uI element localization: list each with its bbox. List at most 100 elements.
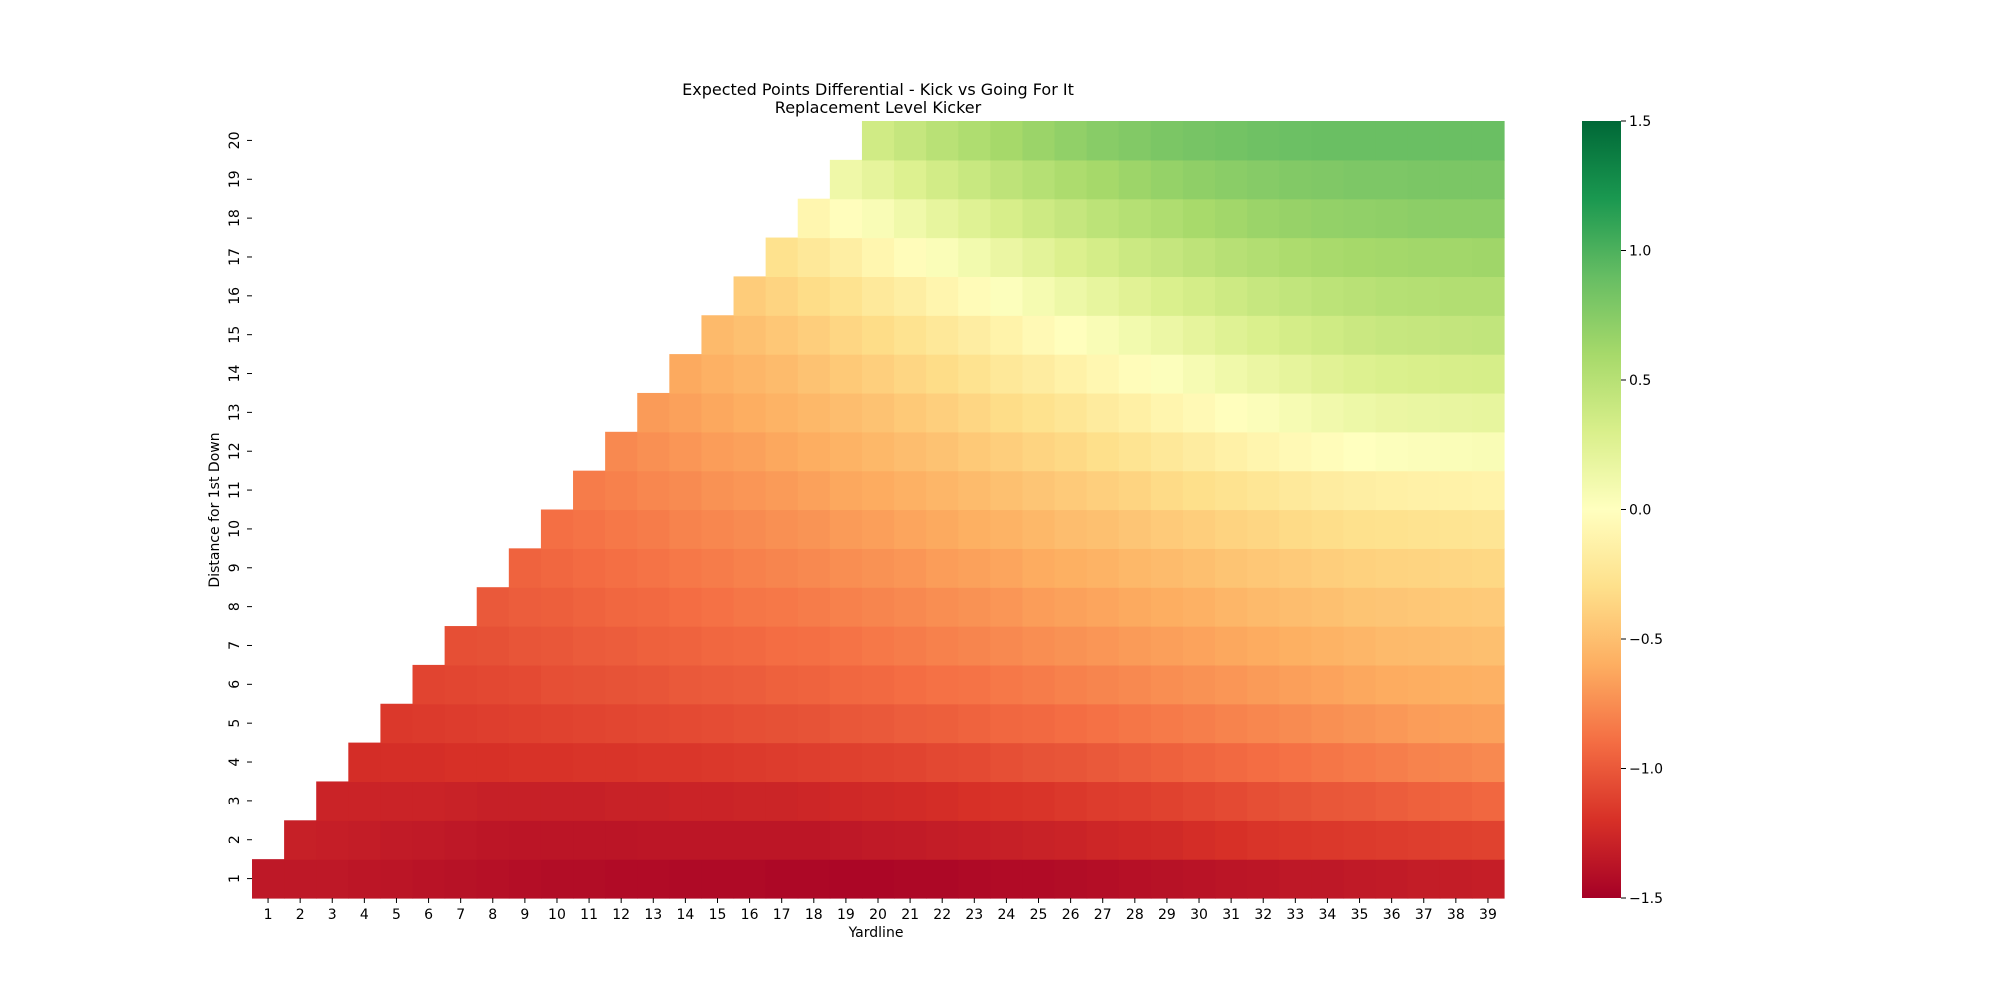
- heatmap-cell: [958, 237, 991, 277]
- heatmap-cell: [958, 664, 991, 705]
- heatmap-cell: [380, 820, 414, 860]
- heatmap-cell: [1471, 315, 1505, 355]
- heatmap-cell: [797, 664, 831, 705]
- heatmap-cell: [1215, 664, 1248, 705]
- heatmap-cell: [1311, 470, 1345, 511]
- heatmap-cell: [1279, 354, 1312, 394]
- heatmap-cell: [1182, 159, 1216, 200]
- heatmap-cell: [637, 392, 670, 433]
- heatmap-cell: [1407, 121, 1441, 161]
- heatmap-cell: [829, 859, 863, 899]
- heatmap-cell: [1054, 121, 1088, 161]
- heatmap-cell: [1054, 703, 1088, 744]
- heatmap-cell: [765, 315, 799, 355]
- heatmap-cell: [1439, 781, 1473, 821]
- heatmap-cell: [1279, 276, 1312, 316]
- heatmap-cell: [1407, 664, 1441, 705]
- heatmap-cell: [797, 431, 831, 472]
- heatmap-cell: [1247, 703, 1280, 744]
- x-tick-label: 17: [773, 907, 791, 923]
- colorbar-ticks: 1.5 1.0 0.5 0.0 −0.5 −1.0 −1.5: [1621, 114, 1663, 907]
- y-tick-label: 17: [227, 248, 243, 266]
- heatmap-cell: [1343, 859, 1377, 899]
- heatmap-cell: [701, 703, 735, 744]
- heatmap-cell: [1118, 237, 1152, 277]
- x-tick-label: 29: [1158, 907, 1176, 923]
- colorbar-tick-label: 1.5: [1629, 114, 1651, 130]
- heatmap-cell: [1086, 587, 1120, 627]
- heatmap-cell: [1407, 276, 1441, 316]
- heatmap-cell: [797, 198, 831, 239]
- y-tick-label: 11: [227, 481, 243, 499]
- heatmap-cell: [1150, 781, 1184, 821]
- heatmap-cell: [1471, 509, 1505, 549]
- heatmap-cell: [1279, 392, 1312, 433]
- heatmap-cell: [894, 626, 927, 666]
- heatmap-cell: [1247, 626, 1280, 666]
- heatmap-cell: [990, 276, 1024, 316]
- heatmap-cell: [958, 703, 991, 744]
- x-tick-label: 20: [869, 907, 887, 923]
- heatmap-cell: [1439, 859, 1473, 899]
- heatmap-cell: [894, 548, 927, 588]
- heatmap-cell: [1279, 237, 1312, 277]
- heatmap-cell: [958, 626, 991, 666]
- heatmap-cell: [1150, 742, 1184, 783]
- heatmap-cell: [1279, 703, 1312, 744]
- heatmap-cell: [508, 587, 542, 627]
- colorbar-tick-label: −1.0: [1629, 762, 1663, 778]
- heatmap-cell: [1054, 159, 1088, 200]
- heatmap-cell: [637, 509, 670, 549]
- heatmap-cell: [605, 548, 638, 588]
- heatmap-cell: [1311, 859, 1345, 899]
- x-tick-label: 33: [1286, 907, 1304, 923]
- heatmap-cell: [1471, 470, 1505, 511]
- heatmap-cell: [861, 237, 895, 277]
- heatmap-cell: [573, 820, 606, 860]
- heatmap-cell: [1182, 626, 1216, 666]
- heatmap-cell: [733, 781, 767, 821]
- heatmap-cell: [1279, 781, 1312, 821]
- heatmap-cell: [765, 548, 799, 588]
- heatmap-cell: [733, 548, 767, 588]
- heatmap-cell: [701, 587, 735, 627]
- heatmap-cell: [829, 626, 863, 666]
- heatmap-cell: [1150, 198, 1184, 239]
- heatmap-cell: [990, 354, 1024, 394]
- heatmap-cell: [605, 820, 638, 860]
- heatmap-cell: [1311, 315, 1345, 355]
- heatmap-cell: [1343, 509, 1377, 549]
- heatmap-cell: [1311, 392, 1345, 433]
- heatmap-cell: [894, 392, 927, 433]
- x-tick-label: 6: [424, 907, 433, 923]
- chart-subtitle: Replacement Level Kicker: [775, 98, 982, 117]
- heatmap-cell: [797, 237, 831, 277]
- heatmap-cell: [861, 315, 895, 355]
- heatmap-cell: [1182, 742, 1216, 783]
- heatmap-cell: [1375, 742, 1409, 783]
- heatmap-cell: [1439, 276, 1473, 316]
- x-tick-label: 37: [1415, 907, 1433, 923]
- heatmap-cell: [1471, 781, 1505, 821]
- heatmap-cell: [573, 587, 606, 627]
- heatmap-cell: [1022, 859, 1056, 899]
- heatmap-cell: [444, 664, 478, 705]
- heatmap-cell: [1054, 315, 1088, 355]
- heatmap-cell: [1471, 198, 1505, 239]
- heatmap-cell: [412, 664, 446, 705]
- heatmap-cell: [990, 392, 1024, 433]
- heatmap-cell: [1439, 509, 1473, 549]
- heatmap-cell: [1150, 315, 1184, 355]
- heatmap-cell: [605, 742, 638, 783]
- y-tick-label: 20: [227, 132, 243, 150]
- heatmap-cell: [1343, 548, 1377, 588]
- heatmap-cell: [1247, 315, 1280, 355]
- heatmap-cell: [894, 159, 927, 200]
- heatmap-cell: [829, 664, 863, 705]
- heatmap-cell: [508, 626, 542, 666]
- heatmap-cell: [1054, 664, 1088, 705]
- heatmap-cell: [926, 509, 959, 549]
- heatmap-cell: [669, 509, 703, 549]
- heatmap-cell: [861, 626, 895, 666]
- heatmap-cell: [958, 742, 991, 783]
